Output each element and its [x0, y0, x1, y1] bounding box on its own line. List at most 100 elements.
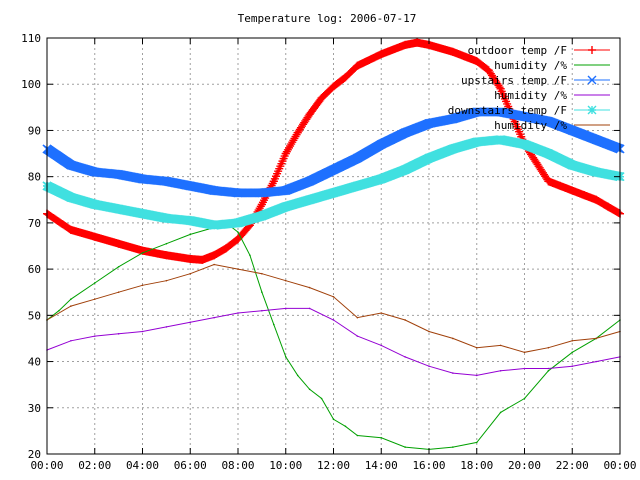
- data-point: [413, 38, 422, 47]
- y-tick-label: 40: [28, 356, 41, 369]
- data-point: [66, 192, 76, 202]
- data-point: [93, 282, 96, 284]
- data-point: [189, 272, 192, 275]
- data-point: [404, 319, 406, 321]
- data-point: [424, 153, 434, 163]
- data-point: [532, 158, 541, 167]
- grid: [46, 37, 621, 455]
- data-point: [499, 411, 502, 414]
- data-point: [234, 235, 242, 244]
- data-point: [296, 374, 299, 377]
- data-point: [352, 181, 362, 191]
- data-point: [198, 255, 207, 264]
- series-5: [46, 263, 621, 354]
- data-point: [400, 165, 410, 175]
- data-point: [523, 397, 526, 400]
- data-point: [138, 174, 147, 184]
- data-point: [222, 244, 231, 253]
- data-point: [543, 149, 553, 159]
- data-point: [547, 346, 550, 349]
- legend-label: humidity /%: [494, 119, 567, 132]
- x-tick-label: 08:00: [221, 459, 254, 472]
- data-point: [117, 266, 120, 268]
- x-tick-label: 00:00: [30, 459, 63, 472]
- data-point: [472, 107, 482, 117]
- y-tick-label: 20: [28, 448, 41, 461]
- data-point: [352, 153, 362, 163]
- y-tick-label: 70: [28, 217, 41, 230]
- series-3: [46, 307, 621, 377]
- chart-title: Temperature log: 2006-07-17: [238, 12, 417, 25]
- data-point: [114, 169, 124, 179]
- data-point: [189, 321, 192, 324]
- data-point: [189, 233, 192, 236]
- y-tick-label: 110: [21, 32, 41, 45]
- data-point: [186, 254, 195, 263]
- data-point: [452, 337, 454, 340]
- data-point: [329, 165, 338, 175]
- data-point: [185, 216, 195, 226]
- data-point: [523, 367, 526, 370]
- data-point: [452, 372, 454, 374]
- legend-item: humidity /%: [494, 59, 610, 72]
- data-point: [556, 181, 565, 190]
- data-point: [66, 160, 76, 170]
- series-1: [46, 222, 621, 451]
- data-point: [70, 305, 72, 307]
- data-point: [496, 135, 506, 145]
- data-point: [568, 186, 577, 195]
- data-point: [329, 82, 338, 91]
- x-tick-label: 00:00: [603, 459, 636, 472]
- data-point: [571, 365, 574, 367]
- data-point: [305, 195, 315, 205]
- data-point: [141, 284, 144, 287]
- x-tick-label: 20:00: [508, 459, 541, 472]
- data-point: [261, 291, 263, 294]
- data-point: [308, 307, 311, 310]
- data-point: [308, 388, 311, 391]
- legend-item: humidity /%: [494, 89, 610, 102]
- data-point: [141, 252, 144, 254]
- y-tick-label: 50: [28, 309, 41, 322]
- legend-label: upstairs temp /F: [461, 74, 567, 87]
- data-point: [567, 160, 577, 170]
- data-point: [604, 202, 613, 211]
- data-point: [305, 110, 314, 119]
- data-point: [543, 116, 553, 126]
- data-point: [591, 167, 601, 177]
- x-tick-label: 12:00: [317, 459, 350, 472]
- data-point: [353, 61, 362, 70]
- data-point: [499, 370, 502, 372]
- data-point: [452, 446, 454, 448]
- data-point: [580, 191, 589, 200]
- data-point: [472, 57, 481, 66]
- data-point: [317, 94, 326, 103]
- data-point: [428, 330, 430, 333]
- legend-item: outdoor temp /F: [468, 44, 610, 57]
- data-point: [237, 268, 239, 270]
- data-point: [448, 47, 457, 56]
- legend-item: upstairs temp /F: [461, 74, 610, 87]
- data-point: [520, 112, 529, 122]
- data-point: [595, 360, 597, 363]
- x-tick-label: 06:00: [174, 459, 207, 472]
- data-point: [547, 367, 550, 370]
- data-point: [138, 209, 147, 219]
- data-point: [377, 50, 386, 59]
- data-point: [273, 323, 275, 326]
- data-point: [400, 128, 410, 138]
- data-point: [117, 333, 120, 335]
- data-point: [284, 307, 287, 310]
- data-point: [547, 370, 550, 372]
- data-point: [237, 312, 239, 314]
- data-point: [233, 188, 243, 198]
- data-point: [544, 177, 553, 186]
- legend-marker: [587, 105, 597, 115]
- legend-label: downstairs temp /F: [448, 104, 567, 117]
- legend-item: downstairs temp /F: [448, 104, 610, 117]
- data-point: [237, 231, 239, 233]
- data-point: [595, 337, 597, 340]
- data-point: [165, 242, 168, 245]
- data-point: [320, 397, 323, 400]
- data-point: [261, 309, 263, 312]
